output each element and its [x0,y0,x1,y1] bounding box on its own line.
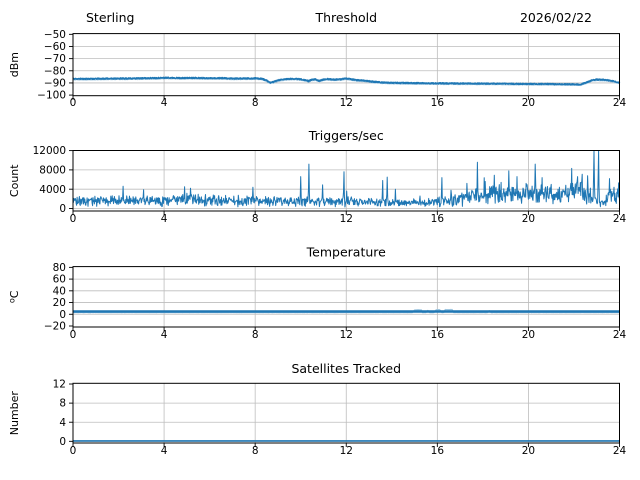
x-tick-label: 16 [431,213,445,225]
x-tick-label: 24 [613,329,627,341]
y-tick-label: −50 [44,29,66,41]
y-tick-label: −20 [44,321,66,333]
y-axis-label: oC [8,290,22,303]
x-tick-label: 20 [522,97,535,109]
title-left-station: Sterling [86,10,134,25]
subplot-title: Triggers/sec [308,128,384,143]
subplot-satellites-tracked: 12 8 4 00 4 8 12 16 20 24 Satellites Tracked Number [8,361,626,457]
title-right-date: 2026/02/22 [520,10,592,25]
y-tick-label: −60 [44,41,66,53]
y-tick-label: −100 [37,90,66,102]
y-axis-label: Number [8,391,21,436]
x-tick-label: 8 [252,97,259,109]
x-tick-label: 4 [161,97,168,109]
x-tick-label: 8 [252,213,259,225]
x-tick-label: 0 [70,329,77,341]
subplot-triggers-sec: 12000 8000 4000 00 4 8 12 16 20 24 Triggers/sec Cou… [8,128,626,225]
x-tick-label: 0 [70,445,77,457]
y-tick-label: 4 [59,417,66,429]
y-tick-label: 0 [59,436,66,448]
x-tick-label: 12 [340,213,353,225]
x-tick-label: 8 [252,445,259,457]
y-tick-label: 20 [53,297,66,309]
x-tick-label: 16 [431,329,445,341]
x-tick-label: 12 [340,329,353,341]
x-tick-label: 4 [161,213,168,225]
y-tick-label: 60 [53,274,66,286]
triggers-per-sec [72,150,620,208]
threshold-dbm [72,76,621,86]
x-tick-label: 16 [431,445,445,457]
subplot-title: Threshold [314,10,377,25]
y-tick-label: −80 [44,65,66,77]
y-tick-label: 40 [53,285,66,297]
x-tick-label: 24 [613,213,627,225]
y-tick-label: −70 [44,53,66,65]
subplot-title: Satellites Tracked [291,361,401,376]
x-tick-label: 20 [522,329,535,341]
y-tick-label: 8 [59,398,66,410]
x-tick-label: 0 [70,97,77,109]
y-tick-label: 0 [59,203,66,215]
x-tick-label: 20 [522,445,535,457]
y-tick-label: 80 [53,262,66,274]
y-tick-label: 8000 [39,164,66,176]
y-axis-label: dBm [8,52,21,77]
x-tick-label: 4 [161,329,168,341]
x-tick-label: 12 [340,445,353,457]
subplot-threshold: −50−60−70−80−90−100 0 4 8 12 16 20 24 Sterling Th… [8,10,626,109]
x-tick-label: 16 [431,97,445,109]
subplot-title: Temperature [306,245,386,260]
x-tick-label: 12 [340,97,353,109]
x-tick-label: 24 [613,445,627,457]
y-tick-label: 12000 [33,145,66,157]
x-tick-label: 0 [70,213,77,225]
x-tick-label: 4 [161,445,168,457]
y-tick-label: 4000 [39,184,66,196]
y-axis-label: Count [8,164,21,197]
x-tick-label: 24 [613,97,627,109]
x-tick-label: 20 [522,213,535,225]
x-tick-label: 8 [252,329,259,341]
y-tick-label: −90 [44,78,66,90]
y-tick-label: 12 [53,379,66,391]
y-tick-label: 0 [59,309,66,321]
